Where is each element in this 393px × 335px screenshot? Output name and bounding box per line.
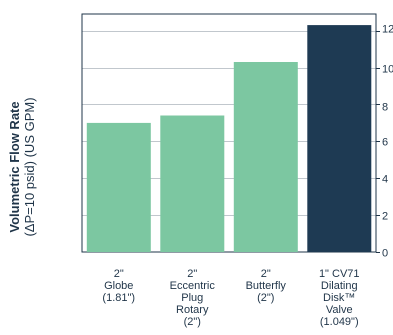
x-tick-label: 2" Globe (1.81"): [102, 268, 136, 304]
y-tick-label: 12: [382, 24, 393, 36]
bar: [160, 115, 225, 252]
y-axis-label: Volumetric Flow Rate (ΔP=10 psid) (US GP…: [0, 0, 40, 335]
y-tick-label: 0: [382, 248, 388, 260]
y-axis: 0 2 4 6 8 10 12: [376, 24, 393, 260]
y-axis-label-line2: (ΔP=10 psid) (US GPM): [22, 97, 37, 237]
plot-frame: [81, 13, 377, 253]
x-tick-label: 1" CV71 Dilating Disk™ Valve (1.049"): [318, 268, 360, 328]
y-tick-label: 4: [382, 174, 388, 186]
x-tick-label: 2" Eccentric Plug Rotary (2"): [169, 268, 215, 328]
x-tick-label: 2" Butterfly (2"): [245, 268, 286, 304]
bar: [86, 122, 151, 253]
y-tick-label: 6: [382, 137, 388, 149]
y-tick-label: 10: [382, 64, 393, 76]
y-axis-label-line1: Volumetric Flow Rate: [7, 101, 22, 233]
y-tick-label: 2: [382, 211, 388, 223]
y-tick-label: 8: [382, 102, 388, 114]
bar: [307, 25, 372, 252]
bars: [86, 25, 372, 253]
bar: [233, 62, 298, 252]
